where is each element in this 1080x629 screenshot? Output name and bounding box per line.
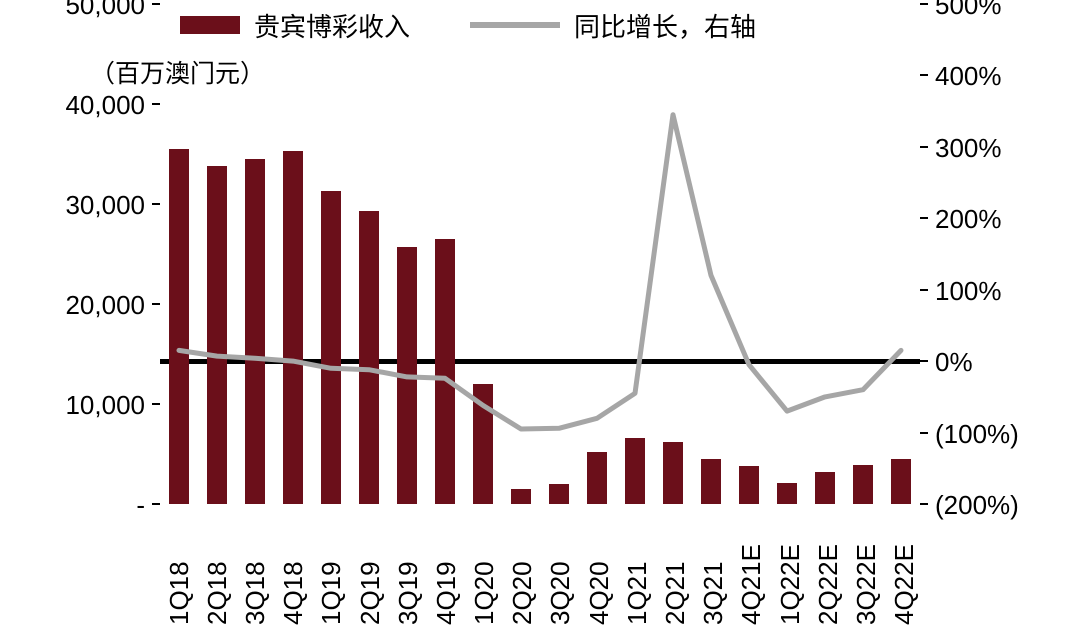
x-tick-label: 4Q20: [584, 520, 615, 625]
y-left-tick-label: -: [136, 490, 145, 521]
y-right-tick: [920, 503, 928, 505]
x-tick-label: 2Q22E: [813, 520, 844, 625]
y-right-tick-label: 500%: [935, 0, 1002, 21]
y-right-tick: [920, 360, 928, 362]
y-left-tick: [152, 203, 160, 205]
x-tick-label: 4Q22E: [889, 520, 920, 625]
x-tick-label: 4Q21E: [736, 520, 767, 625]
y-left-tick: [152, 403, 160, 405]
y-left-tick-label: 50,000: [65, 0, 145, 21]
x-tick-label: 2Q19: [355, 520, 386, 625]
y-right-axis: (200%)(100%)0%100%200%300%400%500%: [925, 4, 1080, 504]
y-right-tick-label: (100%): [935, 419, 1019, 450]
y-left-tick: [152, 503, 160, 505]
plot-area: [160, 4, 920, 504]
y-right-tick: [920, 289, 928, 291]
y-left-tick-label: 10,000: [65, 390, 145, 421]
vip-ggr-chart: 贵宾博彩收入 同比增长，右轴 （百万澳门元） -10,00020,00030,0…: [0, 0, 1080, 629]
y-right-tick-label: (200%): [935, 490, 1019, 521]
x-tick-label: 3Q18: [240, 520, 271, 625]
y-left-tick-label: 30,000: [65, 190, 145, 221]
y-right-tick: [920, 3, 928, 5]
x-tick-label: 2Q20: [507, 520, 538, 625]
y-right-tick: [920, 146, 928, 148]
x-tick-label: 4Q19: [431, 520, 462, 625]
x-tick-label: 1Q19: [316, 520, 347, 625]
growth-polyline: [179, 115, 901, 429]
x-tick-label: 2Q18: [202, 520, 233, 625]
y-left-tick-label: 20,000: [65, 290, 145, 321]
x-tick-label: 3Q19: [393, 520, 424, 625]
y-right-tick-label: 400%: [935, 61, 1002, 92]
x-tick-label: 3Q20: [545, 520, 576, 625]
y-left-tick: [152, 3, 160, 5]
x-axis: 1Q182Q183Q184Q181Q19 2Q193Q194Q191Q202Q20…: [160, 520, 924, 625]
x-tick-label: 1Q20: [469, 520, 500, 625]
y-right-tick: [920, 217, 928, 219]
y-left-tick-label: 40,000: [65, 90, 145, 121]
x-tick-label: 1Q21: [622, 520, 653, 625]
x-tick-label: 2Q21: [660, 520, 691, 625]
y-right-tick-label: 0%: [935, 347, 973, 378]
y-right-tick-label: 100%: [935, 276, 1002, 307]
y-left-axis: -10,00020,00030,00040,00050,000: [0, 4, 155, 504]
y-right-tick: [920, 74, 928, 76]
growth-line: [160, 4, 920, 504]
y-right-tick: [920, 432, 928, 434]
y-left-tick: [152, 303, 160, 305]
x-tick-label: 1Q18: [164, 520, 195, 625]
y-right-tick-label: 200%: [935, 204, 1002, 235]
x-tick-label: 3Q21: [698, 520, 729, 625]
x-tick-label: 1Q22E: [775, 520, 806, 625]
x-tick-label: 3Q22E: [851, 520, 882, 625]
x-tick-label: 4Q18: [278, 520, 309, 625]
y-left-tick: [152, 103, 160, 105]
y-right-tick-label: 300%: [935, 133, 1002, 164]
